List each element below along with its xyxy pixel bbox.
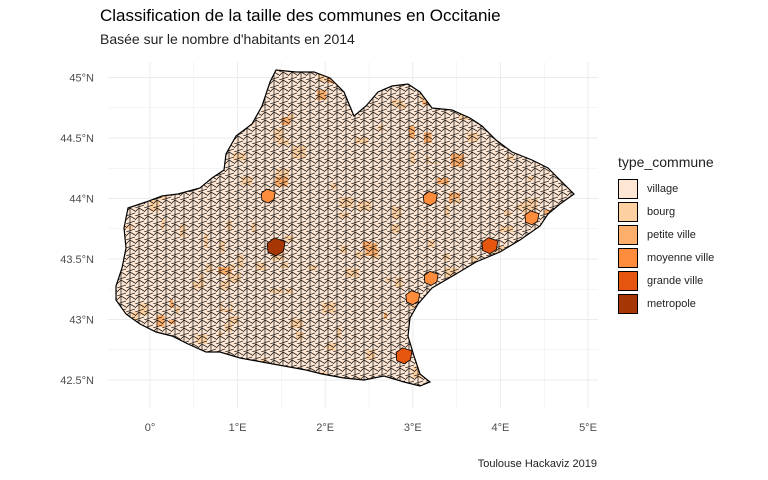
commune-moyenne-ville <box>423 270 439 286</box>
y-tick-label: 42.5°N <box>60 375 94 387</box>
commune-moyenne-ville <box>260 188 276 204</box>
legend-swatch <box>618 293 638 314</box>
commune-metropole <box>266 237 286 257</box>
commune-grande-ville <box>481 237 499 255</box>
legend-swatch <box>618 270 638 291</box>
commune-moyenne-ville <box>405 290 421 306</box>
x-tick-label: 0° <box>145 422 156 434</box>
legend-entry: metropole <box>618 292 714 315</box>
legend-title: type_commune <box>618 154 714 170</box>
y-tick-label: 45°N <box>69 73 94 85</box>
legend-swatch <box>618 201 638 222</box>
legend: type_commune village bourg petite ville moy… <box>618 154 714 315</box>
y-tick-label: 43.5°N <box>60 254 94 266</box>
legend-swatch <box>618 178 638 199</box>
x-tick-label: 5°E <box>579 422 597 434</box>
commune-moyenne-ville <box>524 210 540 226</box>
y-axis-ticks: 42.5°N 43°N 43.5°N 44°N 44.5°N 45°N <box>60 73 94 388</box>
x-tick-label: 2°E <box>316 422 334 434</box>
chart-subtitle: Basée sur le nombre d'habitants en 2014 <box>100 31 355 47</box>
legend-label: village <box>647 182 679 195</box>
legend-entry: bourg <box>618 200 714 223</box>
commune-moyenne-ville <box>422 191 438 206</box>
notable-communes <box>260 188 540 365</box>
legend-label: bourg <box>647 205 676 218</box>
legend-swatch <box>618 224 638 245</box>
legend-entry: moyenne ville <box>618 246 714 269</box>
legend-label: grande ville <box>647 274 704 287</box>
y-tick-label: 43°N <box>69 315 94 327</box>
commune-grande-ville <box>395 347 413 365</box>
legend-swatch <box>618 247 638 268</box>
legend-label: petite ville <box>647 228 696 241</box>
legend-entry: petite ville <box>618 223 714 246</box>
x-tick-label: 4°E <box>491 422 509 434</box>
x-axis-ticks: 0° 1°E 2°E 3°E 4°E 5°E <box>145 422 597 434</box>
legend-entry: village <box>618 177 714 200</box>
legend-label: metropole <box>647 297 696 310</box>
y-tick-label: 44.5°N <box>60 133 94 145</box>
chart-caption: Toulouse Hackaviz 2019 <box>477 458 597 470</box>
x-tick-label: 1°E <box>229 422 247 434</box>
y-tick-label: 44°N <box>69 194 94 206</box>
legend-label: moyenne ville <box>647 251 715 264</box>
region-outline <box>115 69 575 387</box>
legend-entry: grande ville <box>618 269 714 292</box>
x-tick-label: 3°E <box>404 422 422 434</box>
chart-title: Classification de la taille des communes… <box>100 6 501 25</box>
